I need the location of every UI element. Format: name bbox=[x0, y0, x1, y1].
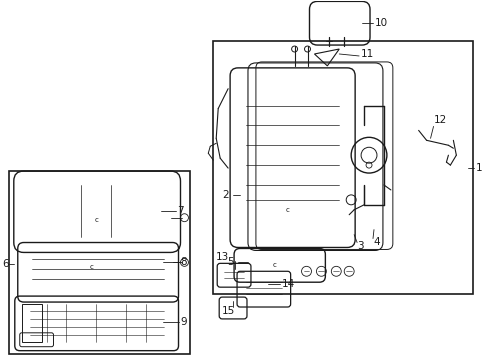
Text: 15: 15 bbox=[221, 306, 234, 316]
Text: 4: 4 bbox=[372, 237, 379, 247]
Text: 3: 3 bbox=[356, 242, 363, 252]
Text: 5: 5 bbox=[226, 257, 233, 267]
Bar bbox=[21, 304, 41, 342]
Text: c: c bbox=[285, 207, 289, 213]
Text: 14: 14 bbox=[281, 279, 294, 289]
Text: 11: 11 bbox=[360, 49, 374, 59]
Text: 2: 2 bbox=[222, 190, 228, 200]
Bar bbox=[9, 171, 190, 354]
Text: 10: 10 bbox=[374, 18, 387, 28]
Text: c: c bbox=[272, 262, 276, 268]
Text: 6: 6 bbox=[2, 259, 8, 269]
Text: 8: 8 bbox=[180, 257, 187, 267]
Text: 1: 1 bbox=[475, 163, 482, 173]
Text: 9: 9 bbox=[180, 317, 187, 327]
Text: c: c bbox=[94, 217, 98, 223]
Text: c: c bbox=[89, 264, 93, 270]
Text: 7: 7 bbox=[177, 206, 184, 216]
Text: 13: 13 bbox=[215, 252, 228, 262]
Bar bbox=[213, 41, 472, 294]
Text: 12: 12 bbox=[433, 116, 446, 126]
